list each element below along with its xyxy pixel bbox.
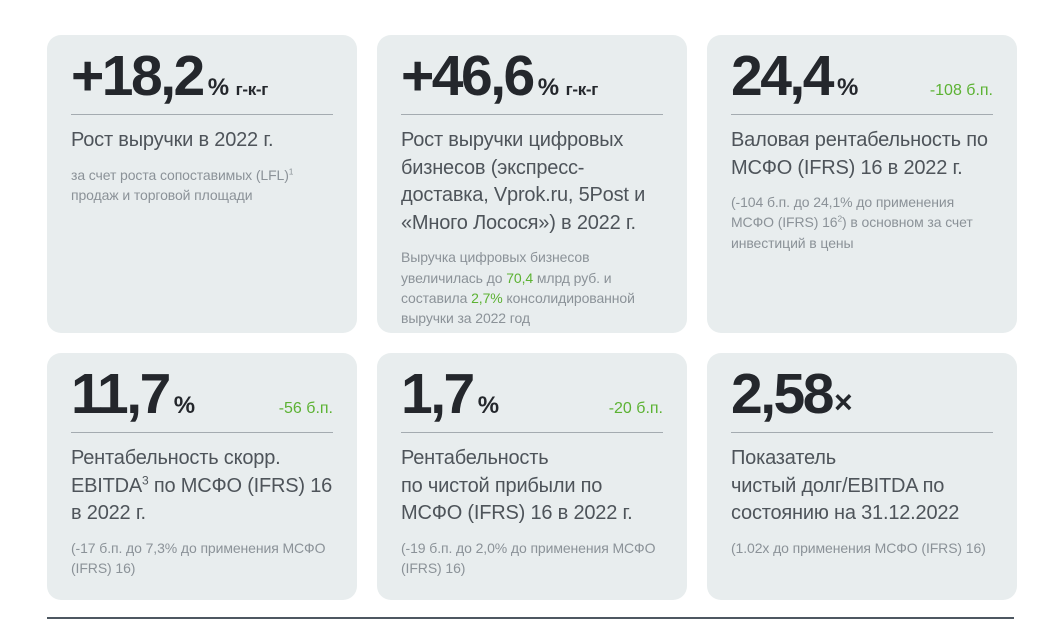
metric-description: (-19 б.п. до 2,0% до применения МСФО (IF… — [401, 539, 656, 577]
metric-description: (-104 б.п. до 24,1% до применения МСФО (… — [731, 194, 973, 251]
page-footer-rule — [47, 617, 1014, 619]
metric-heading: Рентабельность по чистой прибыли по МСФО (… — [401, 447, 633, 525]
metric-value-row: 24,4 % -108 б.п. — [731, 48, 993, 105]
metric-card-net-profit-margin: 1,7 % -20 б.п. Рентабельность по чистой п… — [377, 353, 687, 600]
metric-heading: Рост выручки цифровых бизнесов (экспресс… — [401, 129, 646, 234]
metric-delta-badge: -108 б.п. — [929, 82, 993, 99]
metric-value-row: +18,2 % г-к-г — [71, 48, 333, 105]
metric-times-suffix: × — [833, 384, 853, 420]
metric-value-row: 2,58 × — [731, 366, 993, 423]
card-divider — [731, 114, 993, 115]
metric-delta-badge: -20 б.п. — [608, 400, 663, 417]
metric-value: +46,6 — [401, 44, 535, 108]
metric-value-row: 11,7 % -56 б.п. — [71, 366, 333, 423]
card-divider — [731, 432, 993, 433]
metric-heading: Рост выручки в 2022 г. — [71, 129, 274, 151]
metric-unit: % — [537, 74, 559, 101]
metric-value: 1,7 — [401, 362, 475, 426]
metric-value: +18,2 — [71, 44, 205, 108]
metric-card-ebitda-margin: 11,7 % -56 б.п. Рентабельность скорр. EB… — [47, 353, 357, 600]
metric-value: 11,7 — [71, 362, 171, 426]
metric-delta-badge: -56 б.п. — [278, 400, 333, 417]
metric-description: Выручка цифровых бизнесов увеличилась до… — [401, 249, 635, 327]
metric-card-digital-revenue-growth: +46,6 % г-к-г Рост выручки цифровых бизн… — [377, 35, 687, 333]
metric-value: 24,4 — [731, 44, 834, 108]
card-divider — [401, 432, 663, 433]
metric-description: за счет роста сопоставимых (LFL)1 продаж… — [71, 165, 294, 203]
metric-period-label: г-к-г — [235, 80, 269, 99]
metric-heading: Показатель чистый долг/EBITDA по состоянию… — [731, 447, 960, 525]
kpi-cards-grid: +18,2 % г-к-г Рост выручки в 2022 г. за … — [47, 35, 1017, 600]
metric-heading: Рентабельность скорр. EBITDA3 по МСФО (I… — [71, 447, 333, 525]
metric-card-revenue-growth: +18,2 % г-к-г Рост выручки в 2022 г. за … — [47, 35, 357, 333]
card-divider — [401, 114, 663, 115]
metric-unit: % — [173, 392, 195, 419]
metric-period-label: г-к-г — [565, 80, 599, 99]
metric-value-row: +46,6 % г-к-г — [401, 48, 663, 105]
metric-value: 2,58 — [731, 362, 834, 426]
metric-description: (1.02x до применения МСФО (IFRS) 16) — [731, 539, 986, 556]
metric-heading: Валовая рентабельность по МСФО (IFRS) 16… — [731, 129, 988, 179]
card-divider — [71, 114, 333, 115]
metric-unit: % — [836, 74, 858, 101]
metric-card-net-debt-ebitda: 2,58 × Показатель чистый долг/EBITDA по со… — [707, 353, 1017, 600]
metric-unit: % — [477, 392, 499, 419]
metric-unit: % — [207, 74, 229, 101]
metric-card-gross-margin: 24,4 % -108 б.п. Валовая рентабельность … — [707, 35, 1017, 333]
metric-description: (-17 б.п. до 7,3% до применения МСФО (IF… — [71, 539, 326, 577]
card-divider — [71, 432, 333, 433]
metric-value-row: 1,7 % -20 б.п. — [401, 366, 663, 423]
